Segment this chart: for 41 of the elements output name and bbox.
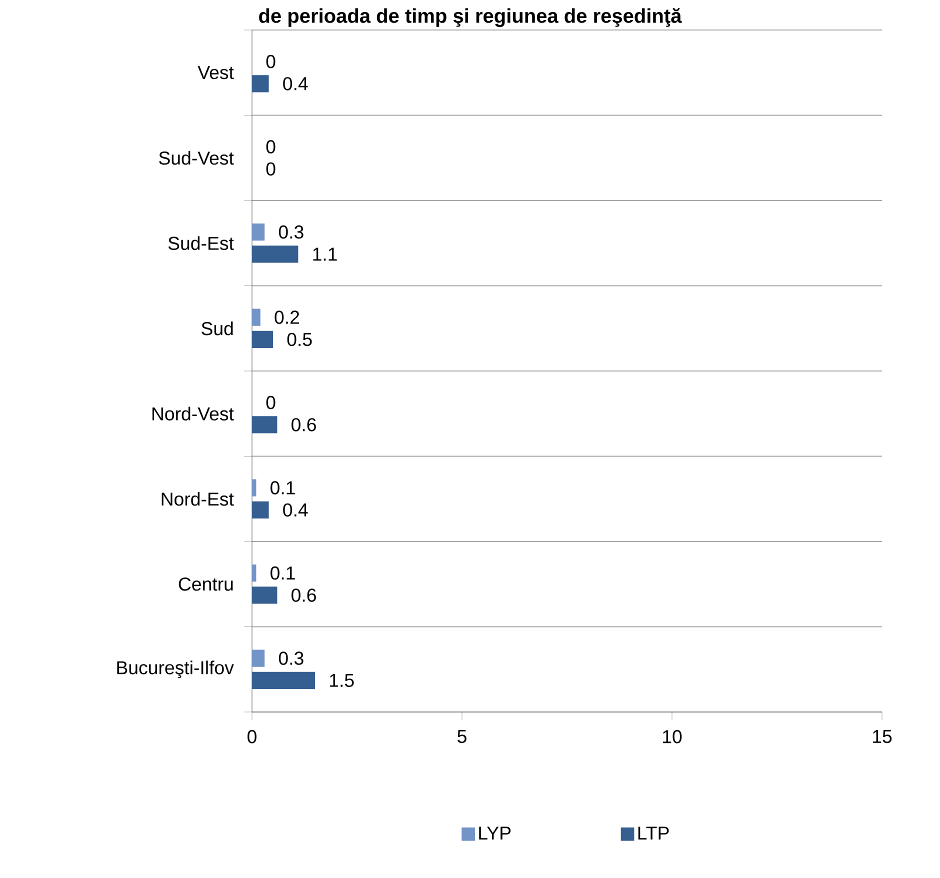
bar — [252, 224, 265, 241]
data-label: 0.2 — [274, 310, 300, 324]
y-tick-label: Nord-Vest — [152, 406, 234, 420]
bar — [252, 416, 278, 434]
legend-label: LTP — [638, 826, 669, 840]
bar — [252, 650, 265, 667]
y-tick-label: Sud-Est — [168, 236, 234, 250]
data-label: 1.5 — [330, 674, 354, 687]
bar — [252, 246, 298, 263]
bar — [252, 586, 278, 604]
data-label: 0.4 — [283, 77, 308, 90]
data-label: 0.5 — [287, 332, 312, 346]
data-label: 0.4 — [283, 503, 308, 517]
legend-label: LYP — [479, 826, 511, 840]
data-label: 0.6 — [292, 418, 316, 432]
y-tick-label: Bucureşti-Ilfov — [117, 660, 234, 678]
chart-title: de perioada de timp şi regiunea de reşedinţă — [259, 8, 682, 27]
x-tick-label: 5 — [458, 730, 466, 744]
data-label: 0 — [266, 54, 276, 68]
data-label: 0 — [266, 396, 276, 410]
data-label: 0 — [266, 162, 276, 176]
y-tick-label: Vest — [198, 66, 234, 80]
x-tick-label: 15 — [873, 730, 892, 744]
data-label: 0.6 — [292, 588, 316, 602]
y-tick-label: Sud-Vest — [159, 151, 234, 165]
y-tick-label: Centru — [178, 578, 233, 591]
x-tick-label: 10 — [663, 730, 682, 744]
data-label: 0.3 — [278, 225, 304, 239]
y-tick-label: Nord-Est — [162, 492, 234, 506]
x-tick-label: 0 — [248, 730, 256, 744]
bar — [252, 330, 274, 348]
bar — [252, 308, 260, 326]
data-label: 0.3 — [278, 652, 304, 665]
data-label: 1.1 — [313, 248, 337, 261]
bar — [252, 501, 269, 518]
y-tick-label: Sud — [202, 322, 233, 336]
data-label: 0.1 — [270, 481, 295, 494]
bar — [252, 75, 269, 92]
data-label: 0 — [266, 140, 276, 154]
bar — [252, 672, 315, 689]
data-label: 0.1 — [270, 566, 295, 580]
